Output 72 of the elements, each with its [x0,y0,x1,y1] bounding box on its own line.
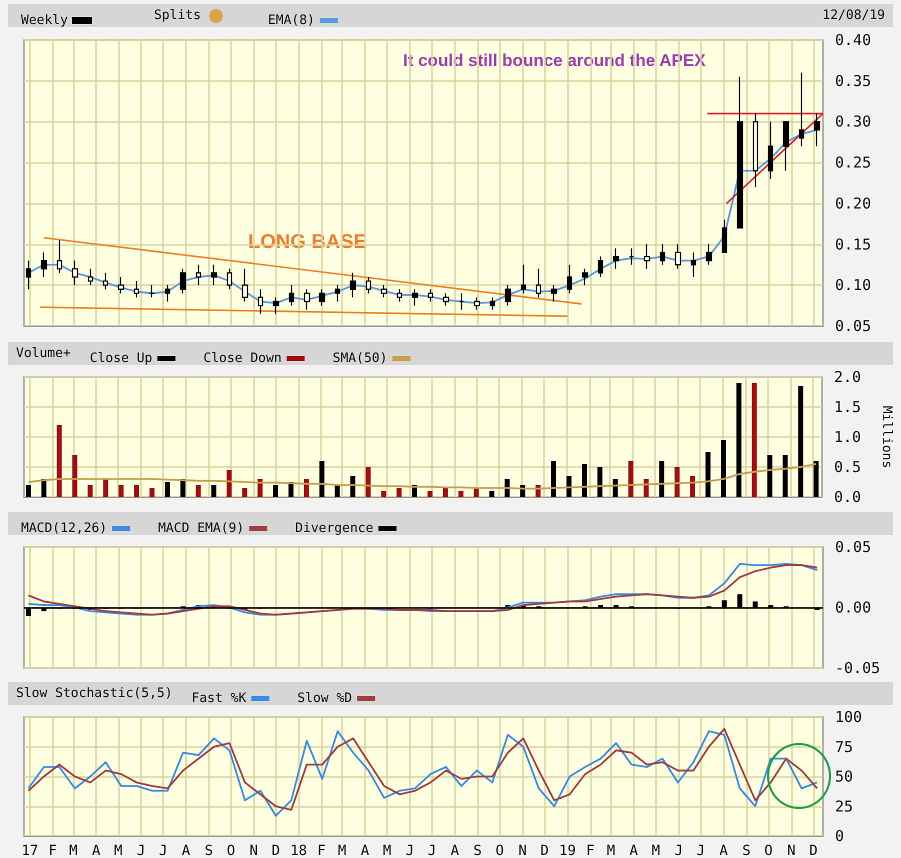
x-tick-label: D [272,843,280,858]
x-tick-label: D [809,843,818,858]
x-tick-label: J [158,843,168,858]
y-tick-label: 1.5 [834,398,862,416]
chart-title: Slow Stochastic(5,5) [16,686,173,701]
x-tick-label: S [742,843,751,858]
x-tick-label: O [764,843,773,858]
x-tick-label: 17 [21,843,38,858]
legend-label: Weekly [20,13,68,28]
x-tick-label: J [428,843,436,858]
legend-label: MACD(12,26) [21,521,108,536]
x-tick-label: M [114,843,122,858]
y-tick-label: 0.30 [835,112,872,131]
legend-label: MACD EMA(9) [158,521,244,536]
legend-label: Close Down [203,351,282,366]
x-tick-label: N [518,843,527,858]
x-tick-label: F [48,843,57,858]
x-tick-label: 18 [290,843,308,858]
legend-label: Divergence [295,521,374,536]
y-tick-label: 50 [835,768,854,786]
legend-label: SMA(50) [332,351,388,366]
x-tick-label: F [317,843,326,858]
y-tick-label: 75 [835,738,854,756]
y-tick-label: 0.00 [835,598,872,616]
legend-label: Close Up [90,351,153,366]
y-tick-label: 0.35 [835,72,872,90]
x-tick-label: J [406,843,414,858]
y-tick-label: 0.10 [835,276,872,294]
x-tick-label: A [630,843,639,858]
x-tick-label: M [338,843,346,858]
y-tick-label: 0 [835,827,844,845]
x-tick-label: A [360,843,370,858]
x-tick-label: F [586,843,595,858]
x-tick-label: A [92,843,101,858]
y-axis-title: Millions [879,406,894,468]
x-tick-label: N [250,843,258,858]
chart-title: Volume+ [16,346,71,361]
y-tick-label: 0.20 [835,194,872,212]
x-tick-label: M [382,843,392,858]
y-tick-label: 0.5 [834,458,862,476]
text: Splits [154,8,201,23]
x-tick-label: 19 [559,843,576,858]
x-tick-label: D [540,843,549,858]
x-tick-label: S [473,843,482,858]
legend-label: Fast %K [192,691,246,706]
x-tick-label: A [719,843,728,858]
x-tick-label: O [226,843,236,858]
y-tick-label: 0.0 [834,488,862,506]
x-tick-label: A [182,843,191,858]
text: 12/08/19 [822,8,886,23]
x-tick-label: J [696,843,705,858]
x-tick-label: J [136,843,146,858]
y-tick-label: 0.40 [835,31,872,49]
x-tick-label: M [69,843,78,858]
y-tick-label: 2.0 [834,368,862,386]
legend-label: EMA(8) [268,13,315,28]
x-tick-label: M [606,843,616,858]
x-tick-label: O [496,843,504,858]
y-tick-label: 0.25 [835,154,872,172]
y-tick-label: 0.15 [835,235,872,254]
legend-label: Slow %D [297,691,352,706]
x-tick-label: A [450,843,460,858]
x-tick-label: M [652,843,660,858]
y-tick-label: 0.05 [835,317,872,335]
x-tick-label: S [204,843,214,858]
x-tick-label: N [787,843,796,858]
y-tick-label: -0.05 [835,659,880,677]
y-tick-label: 100 [835,708,862,726]
x-tick-label: J [674,843,683,858]
y-tick-label: 25 [835,797,854,816]
y-tick-label: 0.05 [835,538,872,556]
y-tick-label: 1.0 [834,428,862,446]
